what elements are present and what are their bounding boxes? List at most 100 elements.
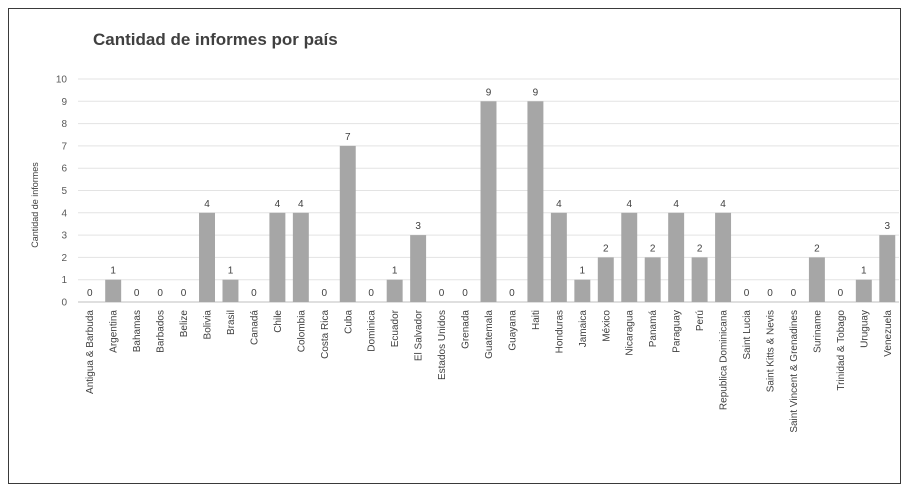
category-label: Antigua & Barbuda <box>85 310 96 394</box>
data-labels: 0 1 0 0 0 4 1 0 4 4 0 7 0 1 3 0 0 9 0 9 4 1 2 4 2 4 2 4 0 0 0 2 0 1 3 <box>87 87 891 299</box>
category-label: Saint Kitts & Nevis <box>765 310 776 392</box>
bars <box>105 101 896 302</box>
category-label: Brasil <box>226 310 237 335</box>
y-tick-label: 8 <box>61 119 67 130</box>
bar <box>527 101 544 302</box>
bar <box>715 212 732 302</box>
category-label: Grenada <box>461 310 472 349</box>
category-label: Argentina <box>109 310 120 353</box>
bar <box>597 257 614 302</box>
category-label: El Salvador <box>414 309 425 361</box>
category-labels: Antigua & Barbuda Argentina Bahamas Barbado… <box>85 309 894 432</box>
category-label: Estados Unidos <box>437 310 448 380</box>
category-label: Perú <box>695 310 706 331</box>
category-label: Cuba <box>343 310 354 334</box>
category-label: Venezuela <box>883 310 894 357</box>
bar <box>292 212 309 302</box>
data-label: 0 <box>251 288 257 299</box>
data-label: 4 <box>298 199 304 210</box>
category-label: Guayana <box>507 310 518 351</box>
bar <box>386 279 403 302</box>
y-tick-label: 3 <box>61 231 67 242</box>
bar <box>269 212 286 302</box>
y-tick-label: 0 <box>61 298 67 309</box>
data-label: 0 <box>134 288 140 299</box>
data-label: 3 <box>415 221 421 232</box>
data-label: 0 <box>322 288 328 299</box>
data-label: 2 <box>697 243 703 254</box>
category-label: Colombia <box>296 310 307 353</box>
data-label: 4 <box>275 199 281 210</box>
data-label: 9 <box>486 87 492 98</box>
y-tick-label: 9 <box>61 97 67 108</box>
category-label: Ecuador <box>390 309 401 347</box>
data-label: 4 <box>626 199 632 210</box>
category-label: Barbados <box>156 310 167 353</box>
data-label: 3 <box>884 221 890 232</box>
data-label: 4 <box>720 199 726 210</box>
data-label: 7 <box>345 132 351 143</box>
bar <box>199 212 215 302</box>
data-label: 9 <box>533 87 539 98</box>
data-label: 1 <box>228 266 234 277</box>
bar <box>105 279 122 302</box>
bar <box>691 257 708 302</box>
data-label: 4 <box>204 199 210 210</box>
bar <box>668 212 685 302</box>
category-label: Dominica <box>367 310 378 352</box>
data-label: 1 <box>110 266 116 277</box>
category-label: Chile <box>273 310 284 333</box>
data-label: 0 <box>838 288 844 299</box>
chart-frame <box>8 8 901 484</box>
category-label: Costa Rica <box>320 310 331 359</box>
category-label: Canadá <box>249 310 260 345</box>
bar <box>480 101 497 302</box>
category-label: Saint Vincent & Grenadines <box>789 310 800 433</box>
data-label: 0 <box>87 288 93 299</box>
data-label: 2 <box>650 243 656 254</box>
data-label: 0 <box>181 288 187 299</box>
data-label: 1 <box>861 266 867 277</box>
category-label: Republica Dominicana <box>719 310 730 410</box>
category-label: Honduras <box>554 310 565 353</box>
y-axis-ticks: 0 1 2 3 4 5 6 7 8 9 10 <box>56 75 68 309</box>
category-label: Uruguay <box>859 310 870 348</box>
category-label: México <box>601 310 612 342</box>
y-tick-label: 2 <box>61 253 67 264</box>
category-label: Jamaica <box>578 310 589 348</box>
data-label: 1 <box>392 266 398 277</box>
data-label: 0 <box>157 288 163 299</box>
bar <box>339 145 356 302</box>
data-label: 4 <box>556 199 562 210</box>
data-label: 0 <box>368 288 374 299</box>
category-label: Bahamas <box>132 310 143 352</box>
bar <box>550 212 567 302</box>
data-label: 0 <box>439 288 445 299</box>
data-label: 0 <box>791 288 797 299</box>
data-label: 0 <box>462 288 468 299</box>
bar <box>808 257 825 302</box>
category-label: Haiti <box>531 310 542 330</box>
bar <box>410 235 427 302</box>
y-tick-label: 4 <box>61 208 67 219</box>
y-axis-label: Cantidad de informes <box>30 162 40 248</box>
category-label: Guatemala <box>484 310 495 359</box>
category-label: Belize <box>179 310 190 338</box>
bar <box>574 279 591 302</box>
category-label: Suriname <box>812 310 823 353</box>
y-tick-label: 1 <box>61 275 67 286</box>
category-label: Panamá <box>648 310 659 348</box>
data-label: 4 <box>673 199 679 210</box>
data-label: 0 <box>767 288 773 299</box>
data-label: 0 <box>509 288 515 299</box>
data-label: 2 <box>814 243 820 254</box>
bar <box>879 235 896 302</box>
data-label: 1 <box>580 266 586 277</box>
category-label: Paraguay <box>672 310 683 353</box>
data-label: 0 <box>744 288 750 299</box>
category-label: Saint Lucia <box>742 310 753 360</box>
y-tick-label: 10 <box>56 75 68 86</box>
bar <box>621 212 638 302</box>
chart-title: Cantidad de informes por país <box>93 30 338 49</box>
